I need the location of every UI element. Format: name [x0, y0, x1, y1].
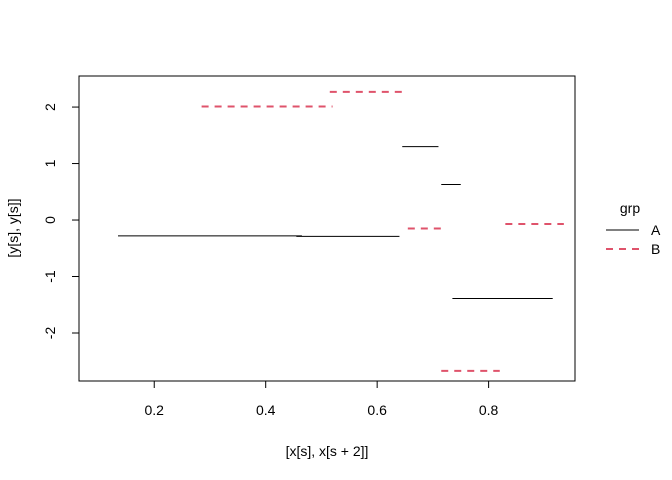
y-tick-label: 1: [42, 159, 58, 167]
y-tick-label: -2: [42, 327, 58, 340]
y-tick-label: -1: [42, 270, 58, 283]
legend-label-a: A: [651, 222, 661, 238]
x-tick-label: 0.4: [256, 402, 276, 418]
legend: grp A B: [606, 200, 661, 257]
segments-layer: [118, 90, 564, 372]
y-axis-label: [y[s], y[s]]: [5, 198, 21, 257]
legend-title: grp: [620, 200, 640, 216]
y-axis: -2 -1 0 1 2: [42, 103, 80, 340]
x-axis: 0.2 0.4 0.6 0.8: [145, 380, 499, 418]
y-tick-label: 0: [42, 216, 58, 224]
x-axis-label: [x[s], x[s + 2]]: [286, 443, 369, 459]
x-tick-label: 0.6: [367, 402, 387, 418]
x-tick-label: 0.2: [145, 402, 165, 418]
y-tick-label: 2: [42, 103, 58, 111]
legend-label-b: B: [651, 241, 660, 257]
plot-frame: [78, 75, 576, 382]
x-tick-label: 0.8: [479, 402, 499, 418]
